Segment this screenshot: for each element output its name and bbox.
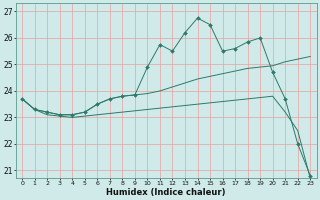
X-axis label: Humidex (Indice chaleur): Humidex (Indice chaleur) — [107, 188, 226, 197]
